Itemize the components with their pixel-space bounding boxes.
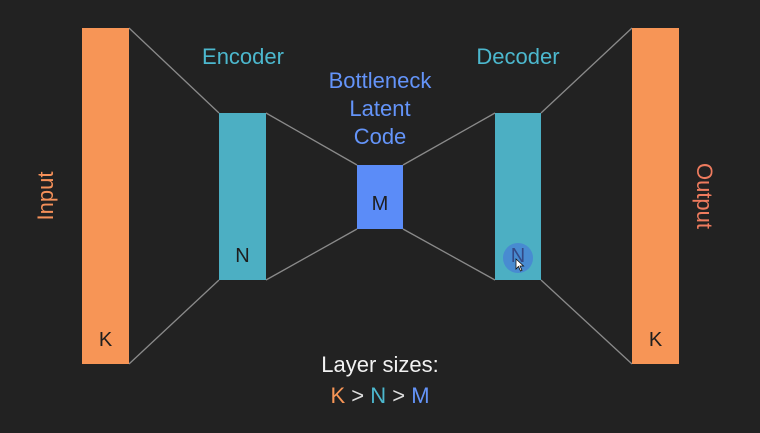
input-label: Input [33,171,58,221]
mouse-cursor-icon [515,258,525,272]
connector-encoder-bottleneck-top [265,112,358,166]
bottleneck-heading-line-2: Latent [349,96,411,121]
bottleneck-heading-line-3: Code [353,124,407,149]
relation-n: N [370,383,387,408]
input-layer: K [82,28,129,364]
connector-bottleneck-decoder-top [402,112,496,166]
connector-input-encoder-top [128,27,220,114]
connector-encoder-bottleneck-bottom [265,228,358,281]
layer-sizes-relation: K > N > M [255,383,505,409]
encoder-size-label: N [235,245,250,267]
relation-k: K [330,383,346,408]
bottleneck-layer: M [357,165,403,229]
relation-gt-2: > [392,383,406,408]
connector-decoder-output-top [540,27,633,114]
connector-input-encoder-bottom [128,279,220,365]
relation-gt-1: > [351,383,365,408]
decoder-heading: Decoder [476,44,560,69]
connector-decoder-output-bottom [540,279,633,365]
bottleneck-size-label: M [371,193,389,215]
output-layer: K [632,28,679,364]
relation-m: M [411,383,430,408]
connector-bottleneck-decoder-bottom [402,228,496,281]
encoder-layer: N [219,113,266,280]
bottleneck-heading: Bottleneck Latent Code [300,67,460,151]
layer-sizes-title: Layer sizes: [321,352,439,377]
output-label: Output [692,162,717,230]
input-size-label: K [98,329,113,351]
cursor-highlight [503,243,533,273]
bottleneck-heading-line-1: Bottleneck [328,68,432,93]
encoder-heading: Encoder [202,44,284,69]
output-size-label: K [648,329,663,351]
